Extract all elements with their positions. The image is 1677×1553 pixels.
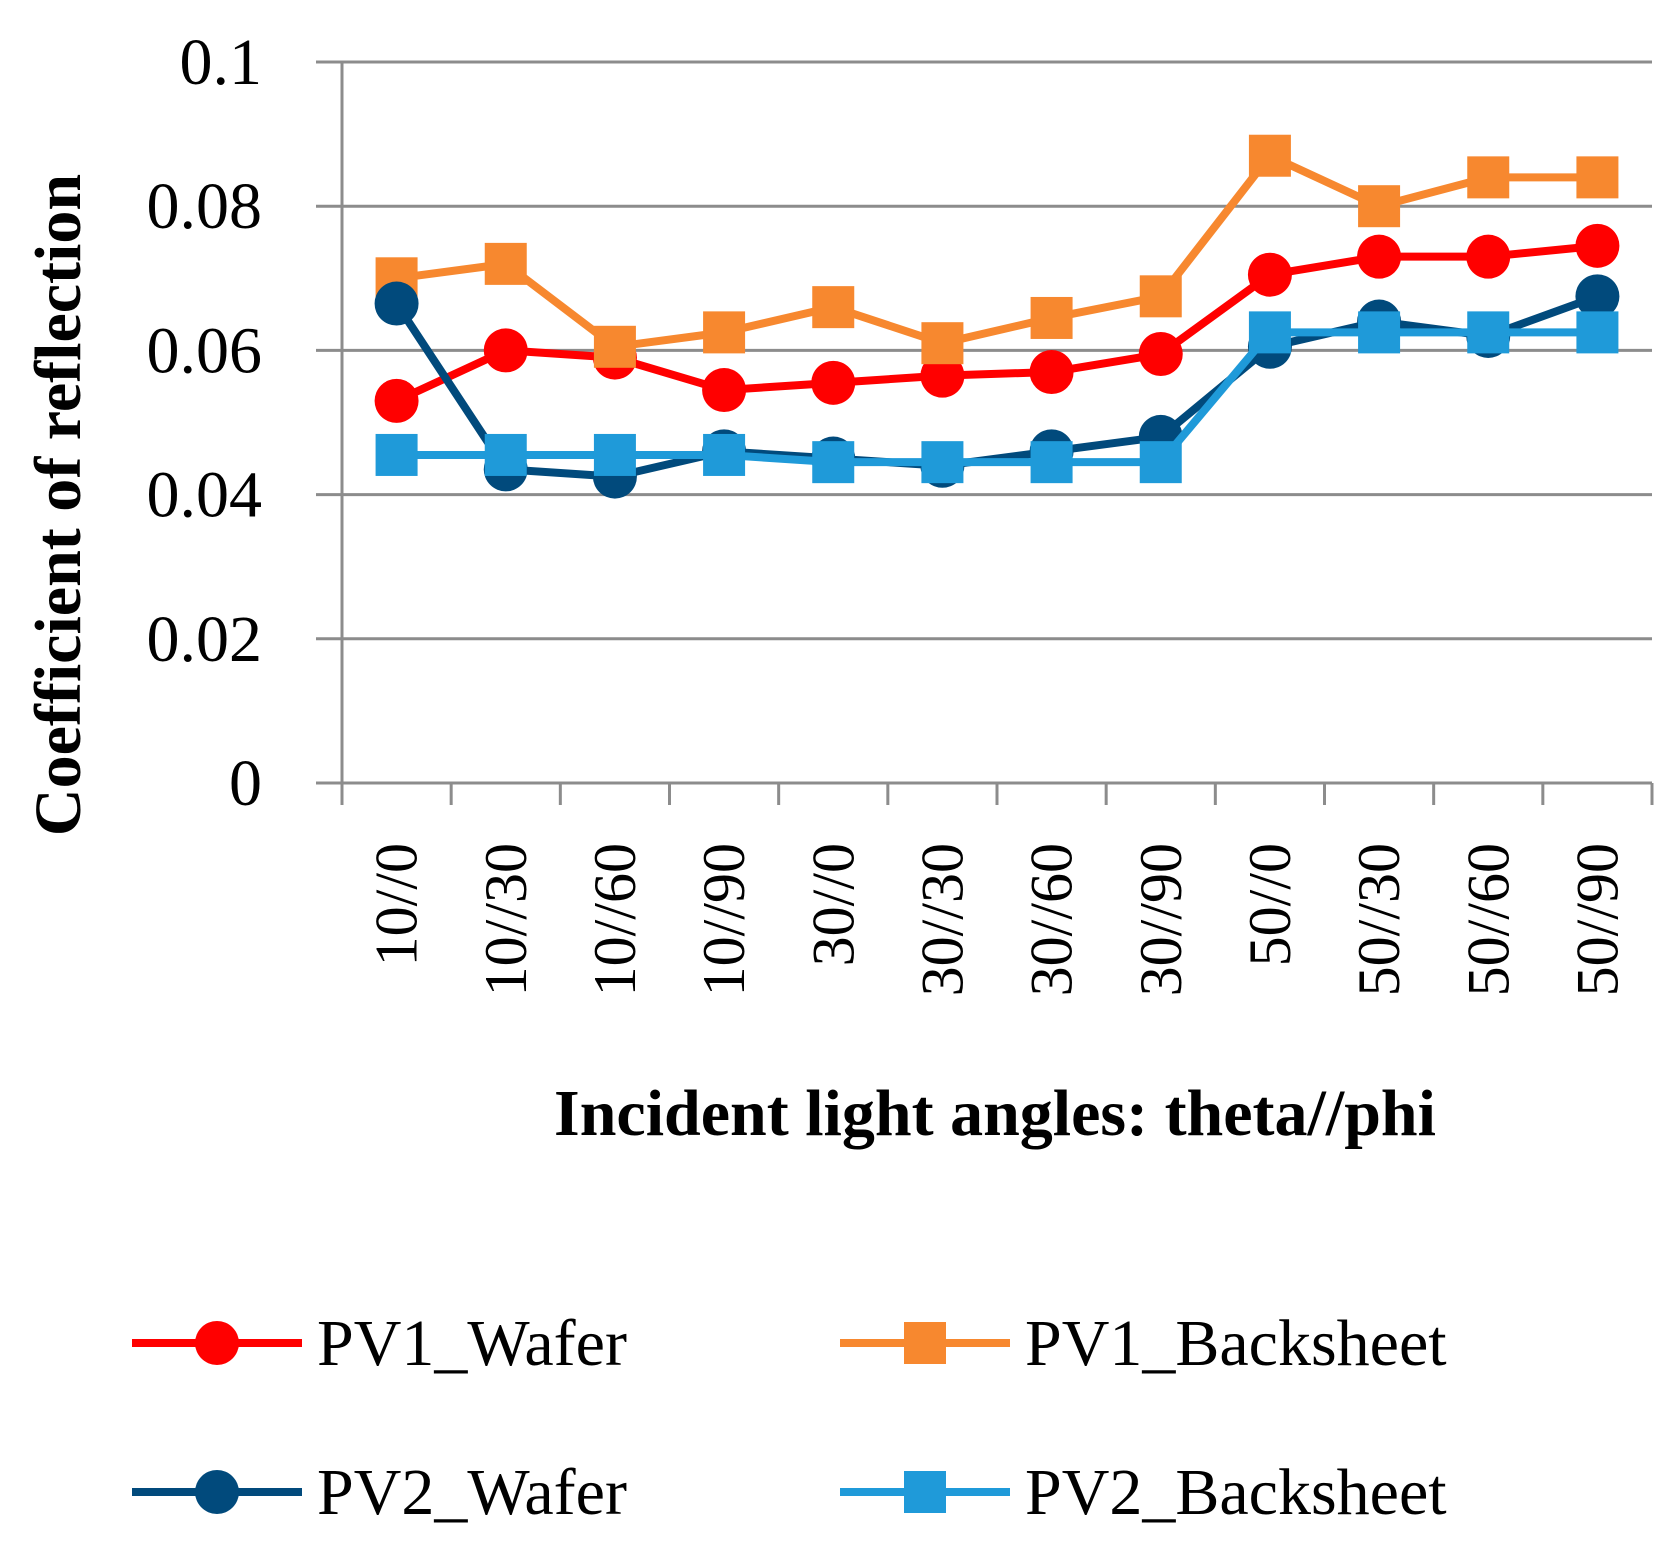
legend-item: PV1_Backsheet (840, 1307, 1447, 1380)
x-tick-label: 50//90 (1564, 843, 1630, 996)
x-tick-label: 10//90 (691, 843, 757, 996)
data-point (1139, 441, 1182, 484)
data-point (374, 281, 419, 326)
x-tick-label: 30//0 (800, 843, 866, 966)
y-tick-label: 0.08 (147, 170, 263, 243)
data-point (483, 328, 528, 373)
legend: PV1_Wafer PV1_Backsheet PV2_Wafer PV2_Backs… (132, 1307, 1447, 1529)
x-tick-label: 30//90 (1128, 843, 1194, 996)
y-tick-label: 0.06 (147, 314, 263, 387)
data-point (1466, 234, 1511, 279)
legend-marker (904, 1471, 946, 1513)
x-tick-label: 50//0 (1237, 843, 1303, 966)
data-point (921, 322, 964, 365)
data-point (702, 368, 747, 413)
y-tick-label: 0.1 (180, 26, 263, 99)
data-point (1247, 252, 1292, 297)
data-point (1357, 234, 1402, 279)
data-point (1467, 156, 1510, 199)
data-point (1030, 441, 1073, 484)
legend-item: PV1_Wafer (132, 1307, 627, 1380)
series-line (393, 292, 1599, 481)
data-point (484, 242, 527, 285)
x-tick-label: 50//60 (1455, 843, 1521, 996)
x-tick-label: 30//60 (1019, 843, 1085, 996)
series-PV2_Backsheet (375, 311, 1619, 484)
data-point (1358, 185, 1401, 228)
x-tick-label: 10//30 (473, 843, 539, 996)
data-point (374, 378, 419, 423)
data-point (1575, 274, 1620, 319)
legend-label: PV1_Backsheet (1025, 1307, 1447, 1380)
data-point (1029, 350, 1074, 395)
data-point (1358, 311, 1401, 354)
data-point (1030, 296, 1073, 339)
data-point (1576, 311, 1619, 354)
data-point (375, 433, 418, 476)
x-tick-label: 50//30 (1346, 843, 1412, 996)
data-point (1139, 275, 1182, 318)
series-PV1_Backsheet (375, 134, 1619, 368)
x-tick-label: 10//0 (364, 843, 430, 966)
legend-marker (195, 1470, 239, 1514)
axes (340, 62, 1654, 805)
y-axis-title: Coefficient of reflection (22, 174, 95, 836)
series-PV1_Wafer (374, 223, 1620, 423)
legend-label: PV2_Wafer (317, 1456, 627, 1529)
y-tick-labels: 0 0.02 0.04 0.06 0.08 0.1 (147, 26, 263, 820)
legend-item: PV2_Wafer (132, 1456, 627, 1529)
data-point (1576, 156, 1619, 199)
x-tick-label: 10//60 (582, 843, 648, 996)
x-tick-label: 30//30 (909, 843, 975, 996)
data-point (921, 441, 964, 484)
grid-lines (316, 60, 1652, 785)
series-lines (374, 134, 1620, 499)
legend-label: PV2_Backsheet (1025, 1456, 1447, 1529)
data-point (812, 286, 855, 329)
legend-marker (904, 1322, 946, 1364)
y-tick-label: 0.02 (147, 603, 263, 676)
legend-marker (195, 1321, 239, 1365)
data-point (1138, 332, 1183, 377)
series-line (396, 151, 1598, 351)
legend-label: PV1_Wafer (317, 1307, 627, 1380)
data-point (1467, 311, 1510, 354)
data-point (812, 441, 855, 484)
data-point (1248, 311, 1291, 354)
data-point (484, 433, 527, 476)
data-point (703, 433, 746, 476)
x-axis-title: Incident light angles: theta//phi (554, 1077, 1436, 1150)
data-point (1575, 223, 1620, 268)
legend-item: PV2_Backsheet (840, 1456, 1447, 1529)
data-point (1248, 134, 1291, 177)
data-point (593, 325, 636, 368)
data-point (920, 353, 965, 398)
y-tick-label: 0.04 (147, 459, 263, 532)
data-point (811, 360, 856, 405)
y-tick-label: 0 (229, 747, 262, 820)
data-point (703, 311, 746, 354)
x-tick-labels: 10//0 10//30 10//60 10//90 30//0 30//30 30//60… (364, 843, 1631, 996)
data-point (593, 433, 636, 476)
